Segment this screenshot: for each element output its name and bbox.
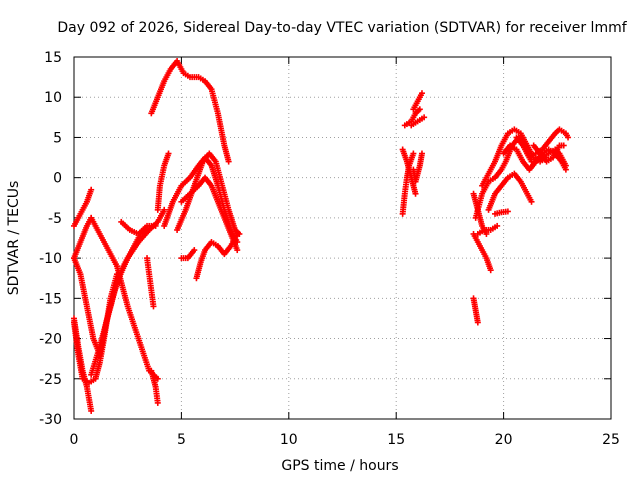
series-s7 <box>71 226 153 358</box>
series-s28 <box>479 126 550 189</box>
x-tick-label: 15 <box>387 432 405 448</box>
data-point <box>225 158 232 165</box>
y-tick-label: -15 <box>39 291 62 307</box>
data-point <box>565 134 572 141</box>
data-point <box>88 407 95 414</box>
x-tick-label: 20 <box>495 432 513 448</box>
series-s12 <box>154 150 172 213</box>
data-point <box>418 150 425 157</box>
x-tick-label: 5 <box>177 432 186 448</box>
series-s19 <box>399 150 417 217</box>
data-points <box>71 58 572 414</box>
chart-title: Day 092 of 2026, Sidereal Day-to-day VTE… <box>57 20 627 36</box>
series-s22 <box>410 90 425 113</box>
data-point <box>528 198 535 205</box>
y-tick-label: -10 <box>39 251 62 267</box>
series-s17 <box>178 174 241 254</box>
y-tick-label: -30 <box>39 412 62 428</box>
data-point <box>421 114 428 121</box>
data-point <box>154 399 161 406</box>
data-point <box>412 190 419 197</box>
series-s20 <box>410 150 425 185</box>
y-axis-label: SDTVAR / TECUs <box>6 181 22 296</box>
series-s8 <box>118 218 159 237</box>
data-point <box>236 230 243 237</box>
series-s11 <box>148 58 232 165</box>
y-tick-label: 15 <box>44 50 62 66</box>
data-point <box>418 90 425 97</box>
data-point <box>234 247 241 254</box>
data-point <box>150 303 157 310</box>
data-point <box>410 150 417 157</box>
series-s14 <box>178 247 198 262</box>
data-point <box>494 222 501 229</box>
series-s24 <box>470 295 481 326</box>
data-point <box>152 222 159 229</box>
x-tick-label: 25 <box>602 432 620 448</box>
data-point <box>191 247 198 254</box>
data-point <box>416 106 423 113</box>
series-s23 <box>408 114 428 129</box>
data-point <box>165 150 172 157</box>
series-s16 <box>174 150 243 237</box>
data-point <box>474 319 481 326</box>
y-tick-label: 5 <box>53 130 62 146</box>
data-point <box>562 162 569 169</box>
grid <box>74 57 611 419</box>
data-point <box>161 206 168 213</box>
x-axis-label: GPS time / hours <box>281 458 398 474</box>
series-s30 <box>474 222 501 237</box>
series-s31 <box>492 208 511 217</box>
series-s9 <box>144 255 157 310</box>
y-tick-label: 10 <box>44 90 62 106</box>
x-tick-label: 0 <box>70 432 79 448</box>
data-point <box>560 142 567 149</box>
data-point <box>504 208 511 215</box>
y-tick-label: 0 <box>53 171 62 187</box>
series-s10 <box>148 367 161 406</box>
tick-labels: 0 5 10 15 20 25 15 10 5 0 -5 -10 -15 -20 -25 -30 <box>39 50 620 448</box>
y-tick-label: -25 <box>39 372 62 388</box>
data-point <box>88 186 95 193</box>
y-tick-label: -5 <box>48 211 62 227</box>
series-s1 <box>71 186 95 229</box>
data-point <box>487 267 494 274</box>
series-s35 <box>530 142 567 165</box>
x-tick-label: 10 <box>280 432 298 448</box>
plot-frame <box>73 56 612 420</box>
y-tick-label: -20 <box>39 332 62 348</box>
series-s29 <box>485 170 535 213</box>
series-s25 <box>470 230 494 274</box>
series-s33 <box>513 126 572 161</box>
